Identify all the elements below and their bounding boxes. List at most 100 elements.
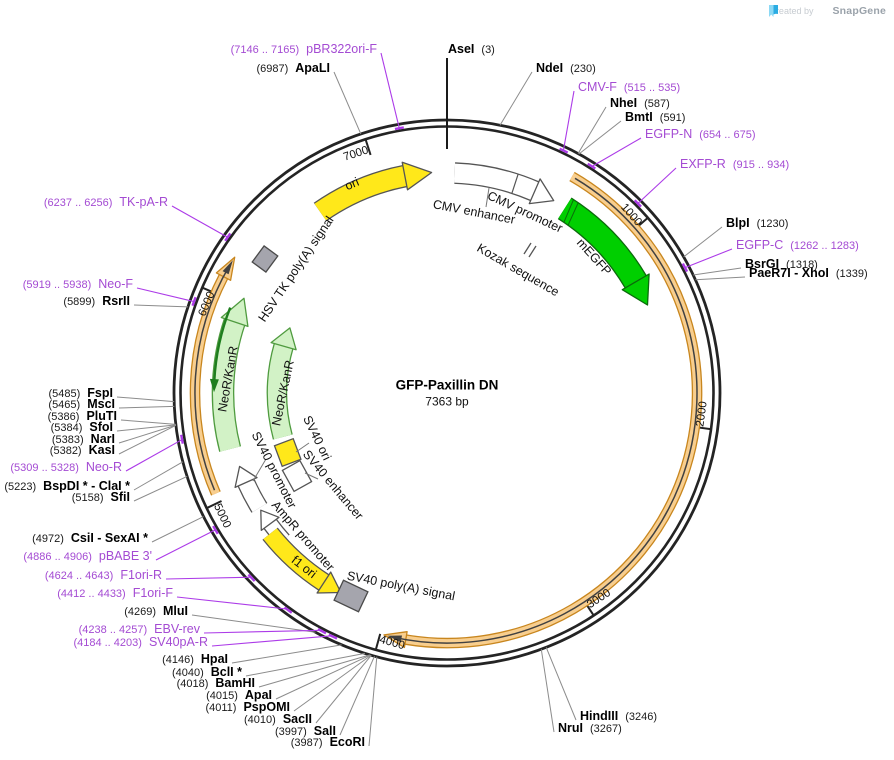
enzyme-position: (5158): [71, 492, 104, 504]
ori-arrow-arrowhead[interactable]: [401, 161, 433, 191]
neor-kanr-outer-arrow-arrowhead[interactable]: [220, 297, 249, 328]
primer-leader-neo-r: [125, 438, 184, 472]
primer-label-pbr322ori-f[interactable]: (7146 .. 7165) pBR322ori-F: [231, 43, 377, 57]
snapgene-brand-text: SnapGene: [832, 5, 886, 17]
primer-label-exfp-r[interactable]: EXFP-R (915 .. 934): [680, 158, 789, 172]
enzyme-position: (3246): [625, 711, 657, 723]
scale-tick-mark-7000: [364, 139, 372, 156]
primer-label-ebv-rev[interactable]: (4238 .. 4257) EBV-rev: [79, 623, 200, 637]
primer-range: (4238 .. 4257): [78, 624, 148, 636]
enzyme-leader-nhei: [577, 106, 607, 154]
enzyme-label-rsrii[interactable]: (5899) RsrII: [63, 295, 130, 309]
enzyme-position: (1318): [786, 259, 818, 271]
enzyme-label-bspdi-clai[interactable]: (5223) BspDI * - ClaI *: [4, 480, 130, 494]
primer-range: (5919 .. 5938): [22, 279, 92, 291]
enzyme-label-bmti[interactable]: BmtI (591): [625, 111, 685, 125]
enzyme-leader-hpai: [231, 644, 342, 664]
neor-kanr-outer-arrow-body[interactable]: [212, 318, 245, 452]
primer-label-neo-f[interactable]: (5919 .. 5938) Neo-F: [23, 278, 133, 292]
primer-leader-f1ori-r: [165, 576, 253, 580]
f1-ori-arrow-body[interactable]: [263, 528, 329, 590]
enzyme-label-bamhi[interactable]: (4018) BamHI: [177, 677, 255, 691]
enzyme-name: BclI *: [210, 665, 242, 679]
enzyme-label-sacii[interactable]: (4010) SacII: [244, 713, 312, 727]
enzyme-label-paer7i-xhoi[interactable]: PaeR7I - XhoI (1339): [749, 267, 868, 281]
enzyme-label-hpai[interactable]: (4146) HpaI: [162, 653, 228, 667]
enzyme-label-bcli[interactable]: (4040) BclI *: [172, 666, 242, 680]
primer-range: (4886 .. 4906): [23, 551, 92, 563]
enzyme-position: (5485): [48, 388, 81, 400]
ori-arrow-body[interactable]: [314, 166, 407, 221]
primer-site-tick-egfp-c: [681, 263, 689, 273]
enzyme-name: EcoRI: [329, 735, 365, 749]
enzyme-label-bsrgi[interactable]: BsrGI (1318): [745, 258, 818, 272]
f1-ori-arrow-arrowhead[interactable]: [316, 571, 342, 594]
ampr-promoter-arrow-arrowhead[interactable]: [260, 509, 280, 532]
cmv-enhancer-promoter-arrow-body[interactable]: [454, 163, 539, 200]
primer-label-sv40pa-r[interactable]: (4184 .. 4203) SV40pA-R: [73, 636, 208, 650]
primer-label-egfp-c[interactable]: EGFP-C (1262 .. 1283): [736, 239, 859, 253]
plasmid-size: 7363 bp: [425, 394, 469, 409]
enzyme-position: (3): [481, 44, 495, 56]
neor-kanr-inner-arrow-arrowhead[interactable]: [270, 327, 297, 351]
reverse-green-arrow-body: [213, 307, 232, 381]
cmv-enhancer-promoter-arrow-arrowhead[interactable]: [528, 178, 555, 205]
enzyme-label-sfoi[interactable]: (5384) SfoI: [51, 421, 113, 435]
enzyme-label-nrui[interactable]: NruI (3267): [558, 722, 622, 736]
primer-label-neo-r[interactable]: (5309 .. 5328) Neo-R: [10, 461, 122, 475]
enzyme-label-kasi[interactable]: (5382) KasI: [50, 444, 115, 458]
sv40-polya-box[interactable]: [333, 579, 369, 613]
enzyme-label-ecori[interactable]: (3987) EcoRI: [291, 736, 365, 750]
enzyme-label-ndei[interactable]: NdeI (230): [536, 62, 596, 76]
enzyme-label-asei[interactable]: AseI (3): [448, 43, 495, 57]
sv40-ori-box[interactable]: [273, 437, 302, 468]
enzyme-position: (1230): [756, 218, 789, 230]
sv40-ori-leader: [295, 442, 310, 453]
enzyme-leader-sali: [339, 655, 375, 736]
enzyme-label-fspi[interactable]: (5485) FspI: [49, 387, 114, 401]
enzyme-label-msci[interactable]: (5465) MscI: [48, 398, 115, 412]
enzyme-label-apali[interactable]: (6987) ApaLI: [256, 62, 330, 76]
enzyme-label-pluti[interactable]: (5386) PluTI: [48, 410, 117, 424]
primer-label-tk-pa-r[interactable]: (6237 .. 6256) TK-pA-R: [44, 196, 168, 210]
primer-label-pbabe-3[interactable]: (4886 .. 4906) pBABE 3': [23, 550, 152, 564]
enzyme-label-sali[interactable]: (3997) SalI: [275, 725, 336, 739]
enzyme-position: (4015): [206, 690, 238, 702]
sv40-promoter-leader: [252, 458, 267, 482]
sv40-promoter-arrow-arrowhead[interactable]: [234, 465, 258, 489]
enzyme-position: (5386): [47, 411, 80, 423]
enzyme-leader-blpi: [683, 226, 723, 258]
hsv-tk-polya-box[interactable]: [251, 244, 279, 274]
enzyme-label-apai[interactable]: (4015) ApaI: [206, 689, 272, 703]
megfp-arrow-body[interactable]: [558, 198, 646, 288]
enzyme-label-pspomi[interactable]: (4011) PspOMI: [205, 701, 290, 715]
primer-name: Neo-R: [85, 460, 122, 474]
enzyme-label-nari[interactable]: (5383) NarI: [52, 433, 115, 447]
enzyme-label-blpi[interactable]: BlpI (1230): [726, 217, 788, 231]
enzyme-leader-nrui: [540, 649, 555, 733]
enzyme-label-hindiii[interactable]: HindIII (3246): [580, 710, 657, 724]
primer-label-egfp-n[interactable]: EGFP-N (654 .. 675): [645, 128, 756, 142]
primer-name: F1ori-F: [132, 586, 173, 600]
enzyme-leader-bmti: [578, 120, 622, 155]
enzyme-name: PspOMI: [243, 700, 290, 714]
enzyme-label-csii-sexai[interactable]: (4972) CsiI - SexAI *: [32, 532, 148, 546]
primer-label-f1ori-f[interactable]: (4412 .. 4433) F1ori-F: [57, 587, 173, 601]
primer-label-cmv-f[interactable]: CMV-F (515 .. 535): [578, 81, 680, 95]
plasmid-title-block: GFP-Paxillin DN 7363 bp: [396, 378, 499, 409]
primer-label-f1ori-r[interactable]: (4624 .. 4643) F1ori-R: [45, 569, 162, 583]
enzyme-label-mlui[interactable]: (4269) MluI: [124, 605, 188, 619]
sv40-enhancer-box[interactable]: [281, 459, 313, 493]
megfp-arrow-arrowhead[interactable]: [621, 273, 650, 306]
enzyme-position: (5223): [4, 481, 37, 493]
scale-tick-mark-4000: [374, 633, 382, 650]
neor-kanr-inner-arrow-body[interactable]: [268, 343, 293, 440]
enzyme-label-sfii[interactable]: (5158) SfiI: [72, 491, 130, 505]
enzyme-name: PluTI: [86, 409, 117, 423]
kozak-hatch-2: [528, 245, 537, 258]
primer-name: TK-pA-R: [119, 195, 168, 209]
enzyme-name: NarI: [90, 432, 115, 446]
enzyme-label-nhei[interactable]: NheI (587): [610, 97, 670, 111]
